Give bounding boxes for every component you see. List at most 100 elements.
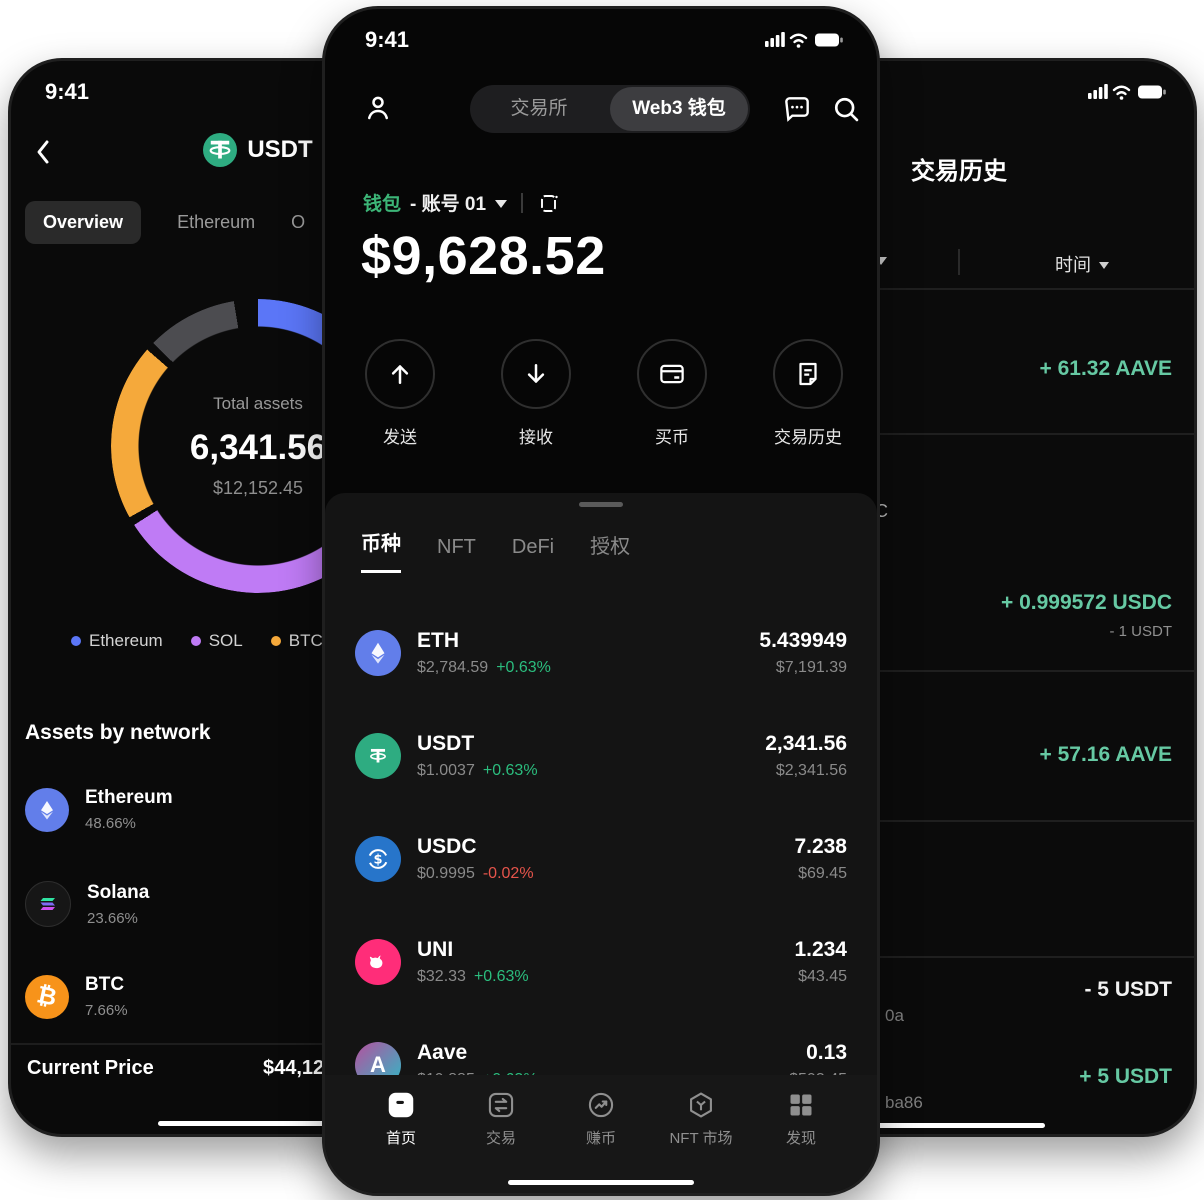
wallet-label: 钱包 — [363, 194, 402, 215]
donut-legend: Ethereum SOL BTC — [71, 631, 323, 651]
buy-crypto-button[interactable]: 买币 — [607, 339, 737, 448]
divider — [703, 288, 1194, 290]
total-assets-value: 6,341.56 — [189, 427, 327, 467]
receive-button[interactable]: 接收 — [471, 339, 601, 448]
tab-defi[interactable]: DeFi — [511, 536, 555, 558]
legend-label-btc: BTC — [288, 631, 323, 650]
asset-tabs: 币种 NFT DeFi 授权 — [361, 527, 630, 573]
swap-icon — [487, 1091, 515, 1119]
eth-icon — [355, 629, 401, 676]
battery-icon — [1138, 85, 1166, 99]
tab-coins[interactable]: 币种 — [361, 527, 401, 573]
usdt-icon — [203, 133, 238, 167]
battery-icon — [815, 33, 843, 47]
chevron-down-icon — [1099, 262, 1109, 269]
svg-text:$: $ — [373, 852, 382, 867]
earn-icon — [587, 1091, 615, 1119]
drag-handle[interactable] — [579, 502, 623, 507]
home-indicator[interactable] — [158, 1121, 344, 1126]
nav-trade[interactable]: 交易 — [455, 1091, 547, 1193]
history-title: 交易历史 — [911, 158, 1007, 185]
current-price-label: Current Price — [27, 1057, 154, 1079]
history-button[interactable]: 交易历史 — [743, 339, 873, 448]
tx-amount[interactable]: + 57.16 AAVE — [1039, 743, 1173, 766]
status-icons — [765, 31, 843, 49]
home-icon — [387, 1091, 415, 1119]
token-tabs: Overview Ethereum O — [25, 201, 305, 244]
uni-icon — [355, 938, 401, 985]
token-row-usdt[interactable]: USDT $1.0037 +0.63% 2,341.56 $2,341.56 — [325, 704, 877, 807]
token-row-uni[interactable]: UNI $32.33 +0.63% 1.234 $43.45 — [325, 910, 877, 1013]
ethereum-icon — [25, 787, 69, 832]
search-icon[interactable] — [830, 93, 862, 125]
send-button[interactable]: 发送 — [335, 339, 465, 448]
tab-web3-wallet[interactable]: Web3 钱包 — [610, 87, 748, 131]
usdt-icon — [355, 732, 401, 779]
tx-amount[interactable]: - 5 USDT — [1084, 978, 1172, 1001]
grid-icon — [787, 1091, 815, 1119]
status-time: 9:41 — [365, 27, 410, 52]
nav-home[interactable]: 首页 — [355, 1091, 447, 1193]
wallet-switch-icon[interactable] — [537, 191, 561, 215]
tx-amount[interactable]: + 0.999572 USDC — [1000, 591, 1172, 614]
assets-by-network-heading: Assets by network — [25, 721, 211, 744]
total-assets-fiat: $12,152.45 — [212, 477, 304, 498]
total-balance: $9,628.52 — [361, 226, 606, 286]
solana-icon — [25, 881, 71, 927]
nav-discover[interactable]: 发现 — [755, 1091, 847, 1193]
status-icons — [1088, 83, 1166, 101]
legend-dot-ethereum — [71, 636, 81, 646]
phone-web3-wallet: 9:41 交易所 Web3 钱包 钱包 - 账号 01 $9,628.52 发送 — [322, 6, 880, 1196]
home-indicator[interactable] — [859, 1123, 1045, 1128]
network-row-ethereum[interactable]: Ethereum 48.66% — [25, 787, 173, 832]
tab-other[interactable]: O — [291, 212, 306, 232]
chat-icon[interactable] — [781, 93, 813, 125]
chevron-down-icon — [495, 200, 508, 208]
filter-divider — [958, 249, 960, 275]
divider — [11, 1043, 505, 1045]
arrow-down-icon — [521, 359, 551, 389]
signal-icon — [765, 32, 785, 47]
profile-icon[interactable] — [363, 93, 393, 123]
tx-sub-amount: - 1 USDT — [1109, 623, 1172, 640]
total-assets-label: Total assets — [213, 393, 303, 413]
nav-nft-market[interactable]: NFT 市场 — [655, 1091, 747, 1193]
btc-icon: ₿ — [25, 974, 69, 1019]
wallet-account-selector[interactable]: 钱包 - 账号 01 — [363, 189, 561, 216]
document-icon — [793, 359, 823, 389]
network-row-solana[interactable]: Solana 23.66% — [25, 881, 149, 927]
exchange-wallet-toggle: 交易所 Web3 钱包 — [470, 85, 750, 133]
nav-earn[interactable]: 赚币 — [555, 1091, 647, 1193]
page-title: USDT — [11, 133, 505, 167]
divider — [703, 820, 1194, 822]
tx-amount[interactable]: + 5 USDT — [1079, 1065, 1172, 1088]
tab-overview[interactable]: Overview — [25, 201, 142, 244]
usdc-icon: $ — [355, 835, 401, 882]
legend-label-sol: SOL — [208, 631, 243, 650]
network-row-btc[interactable]: ₿ BTC 7.66% — [25, 974, 128, 1019]
legend-dot-sol — [190, 636, 201, 646]
token-list: ETH $2,784.59 +0.63% 5.439949 $7,191.39 U… — [325, 601, 877, 1116]
tab-ethereum[interactable]: Ethereum — [177, 212, 256, 232]
signal-icon — [1088, 84, 1108, 99]
token-row-usdc[interactable]: $ USDC $0.9995 -0.02% 7.238 $69.45 — [325, 807, 877, 910]
legend-dot-btc — [270, 636, 281, 646]
card-icon — [657, 359, 687, 389]
home-indicator[interactable] — [508, 1180, 694, 1185]
divider — [703, 670, 1194, 672]
tab-approvals[interactable]: 授权 — [590, 536, 631, 558]
filter-caret-fragment[interactable] — [875, 257, 887, 265]
tx-address-fragment: 0a — [885, 1006, 904, 1025]
legend-label-ethereum: Ethereum — [89, 631, 163, 650]
divider — [703, 433, 1194, 435]
tab-nft[interactable]: NFT — [437, 536, 476, 558]
divider — [521, 192, 524, 213]
tx-amount[interactable]: + 61.32 AAVE — [1039, 357, 1173, 380]
wifi-icon — [789, 33, 808, 44]
token-row-eth[interactable]: ETH $2,784.59 +0.63% 5.439949 $7,191.39 — [325, 601, 877, 704]
wifi-icon — [1112, 85, 1131, 96]
time-filter-dropdown[interactable]: 时间 — [1055, 251, 1109, 277]
tab-exchange[interactable]: 交易所 — [510, 98, 568, 119]
back-button[interactable] — [31, 137, 57, 167]
bottom-nav: 首页 交易 赚币 NFT 市场 发现 — [325, 1075, 877, 1193]
